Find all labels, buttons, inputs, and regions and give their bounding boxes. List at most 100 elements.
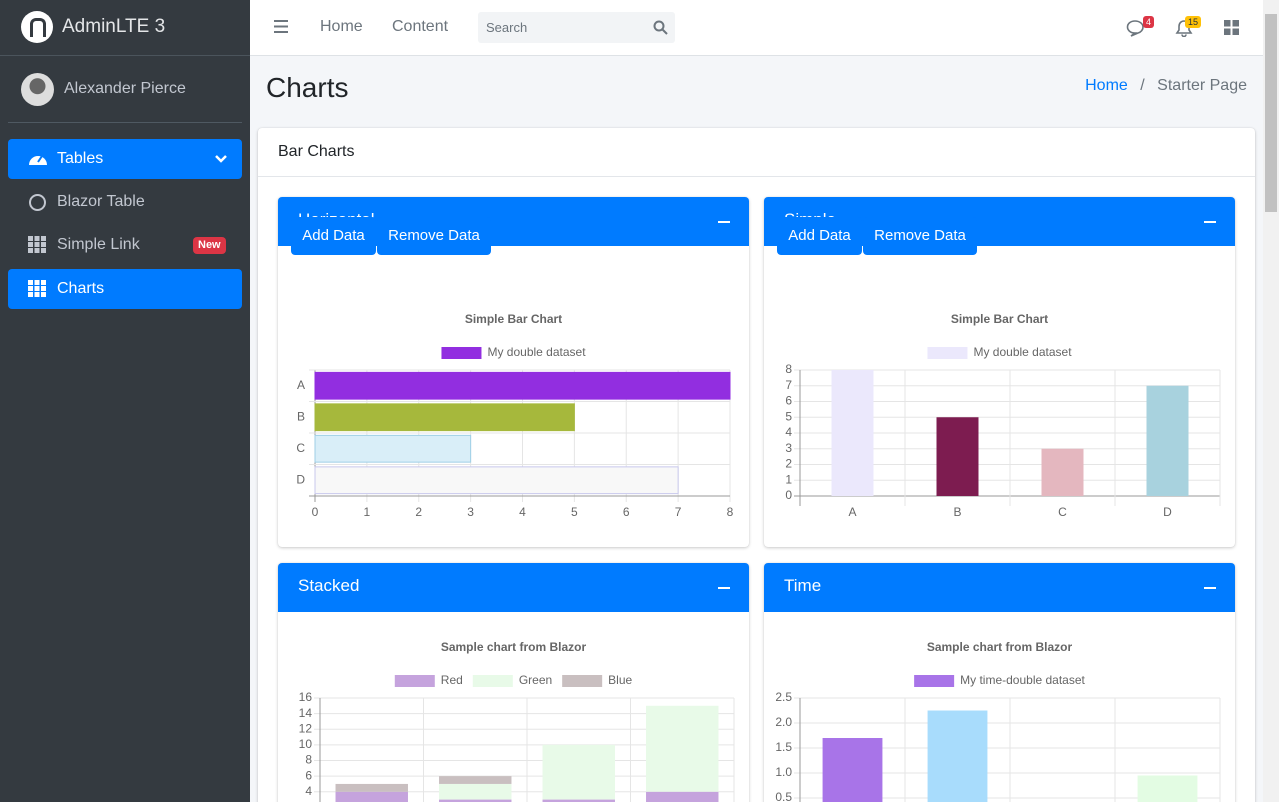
user-name[interactable]: Alexander Pierce: [64, 80, 186, 97]
y-tick-label: 1.5: [775, 740, 792, 754]
legend-label: Red: [441, 673, 463, 687]
collapse-button[interactable]: [718, 587, 730, 589]
bar: [646, 705, 719, 792]
bar: [314, 434, 472, 463]
y-tick-label: 1.0: [775, 765, 792, 779]
bar: [439, 783, 512, 800]
nav-link[interactable]: Home: [320, 18, 363, 35]
bar: [646, 791, 719, 802]
chart: Sample chart from Blazor My time-double d…: [775, 640, 1221, 802]
y-tick-label: 14: [299, 706, 313, 720]
bar: [1041, 448, 1084, 496]
y-tick-label: 12: [299, 721, 313, 735]
legend-label: My double dataset: [487, 345, 586, 359]
bar: [542, 799, 615, 802]
card-header: Stacked: [278, 563, 749, 612]
y-tick-label: 0: [785, 488, 792, 502]
y-tick-label: A: [297, 378, 305, 392]
legend-swatch: [562, 675, 603, 687]
y-tick-label: 6: [305, 768, 312, 782]
messages-icon[interactable]: [1126, 19, 1146, 37]
bar: [927, 710, 988, 802]
bar: [314, 403, 575, 432]
icon: [28, 236, 46, 253]
add-data-button[interactable]: Add Data: [777, 217, 862, 255]
x-tick-label: 0: [312, 505, 319, 519]
x-tick-label: A: [848, 505, 856, 519]
bar: [542, 744, 615, 800]
chart-card: Time Sample chart from Blazor My time-dou…: [764, 563, 1235, 802]
card-title: Time: [784, 576, 822, 595]
bar: [1146, 385, 1189, 496]
legend-swatch: [927, 347, 968, 359]
menu-label: Charts: [57, 280, 105, 297]
x-tick-label: D: [1163, 505, 1172, 519]
x-tick-label: B: [953, 505, 961, 519]
hamburger[interactable]: [274, 20, 288, 33]
y-tick-label: 0.5: [775, 790, 792, 802]
bar: [335, 791, 408, 802]
x-tick-label: 5: [571, 505, 578, 519]
bar: [335, 783, 408, 792]
menu-label: Blazor Table: [57, 193, 145, 210]
y-tick-label: 6: [785, 394, 792, 408]
y-tick-label: 7: [785, 378, 792, 392]
bar: [1137, 775, 1198, 802]
bar: [314, 466, 679, 495]
badge: New: [193, 237, 226, 254]
y-tick-label: 16: [299, 690, 313, 704]
divider: [0, 55, 250, 56]
x-tick-label: 8: [727, 505, 734, 519]
chart-card: Horizontal Add Data Remove Data Simple B…: [278, 197, 749, 547]
y-tick-label: 4: [305, 784, 312, 798]
bar: [439, 776, 512, 784]
divider: [8, 122, 242, 123]
legend-swatch: [914, 675, 955, 687]
collapse-button[interactable]: [718, 221, 730, 223]
y-tick-label: 1: [785, 472, 792, 486]
breadcrumb-separator: /: [1140, 77, 1145, 94]
legend-label: My time-double dataset: [960, 673, 1085, 687]
chart: Sample chart from Blazor Red Green Blue 4 68 1…: [299, 640, 735, 802]
remove-data-button[interactable]: Remove Data: [863, 217, 977, 255]
menu-blazor-table[interactable]: Blazor Table: [8, 182, 242, 222]
y-tick-label: B: [297, 409, 305, 423]
icon: [28, 280, 46, 297]
card-header: Time: [764, 563, 1235, 612]
bar: [936, 417, 979, 496]
menu-charts[interactable]: Charts: [8, 269, 242, 309]
breadcrumb-current: Starter Page: [1157, 77, 1247, 94]
icon: [29, 155, 47, 165]
y-tick-label: C: [296, 441, 305, 455]
apps-icon[interactable]: [1224, 20, 1239, 35]
section-title: Bar Charts: [258, 128, 1255, 177]
breadcrumb-link[interactable]: Home: [1085, 77, 1128, 94]
legend-swatch: [441, 347, 482, 359]
bar: [822, 738, 883, 802]
bar: [314, 371, 731, 400]
brand-text[interactable]: AdminLTE 3: [62, 16, 166, 37]
scrollbar[interactable]: [1263, 0, 1279, 802]
x-tick-label: 3: [467, 505, 474, 519]
y-tick-label: 2.0: [775, 715, 792, 729]
search-box[interactable]: Search: [478, 12, 675, 43]
scrollbar-thumb[interactable]: [1265, 14, 1277, 212]
bar: [831, 370, 874, 496]
menu-tables[interactable]: Tables: [8, 139, 242, 179]
collapse-button[interactable]: [1204, 221, 1216, 223]
brand-logo: [21, 11, 53, 43]
breadcrumb: Home / Starter Page: [1085, 77, 1247, 95]
add-data-button[interactable]: Add Data: [291, 217, 376, 255]
sidebar: AdminLTE 3 Alexander Pierce Tables Blazo…: [0, 0, 250, 802]
x-tick-label: 2: [415, 505, 422, 519]
navbar: Home Content Search 4 15: [250, 0, 1263, 56]
collapse-button[interactable]: [1204, 587, 1216, 589]
nav-link[interactable]: Content: [392, 18, 449, 35]
search-icon[interactable]: [653, 20, 668, 35]
remove-data-button[interactable]: Remove Data: [377, 217, 491, 255]
search-placeholder: Search: [486, 20, 528, 35]
menu-simple-link[interactable]: Simple Link New: [8, 225, 242, 265]
